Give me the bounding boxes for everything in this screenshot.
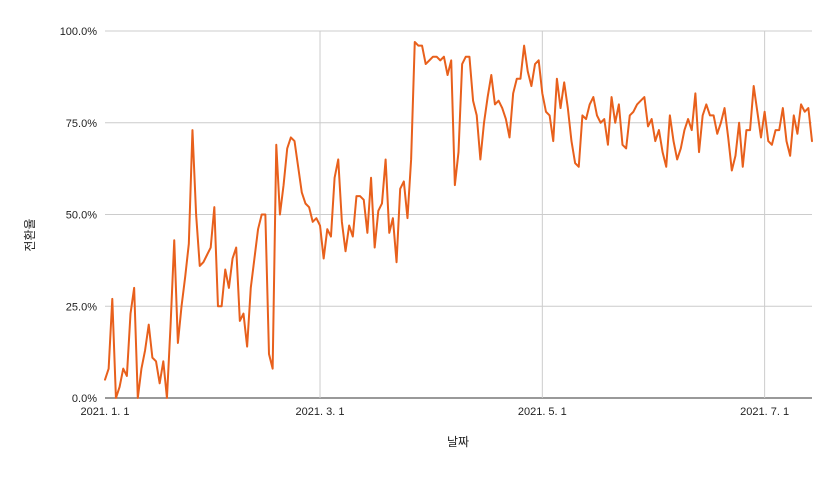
x-tick-label: 2021. 7. 1	[740, 406, 789, 418]
grid-lines	[105, 30, 812, 399]
y-tick-label: 25.0%	[66, 301, 97, 313]
x-tick-label: 2021. 1. 1	[81, 406, 130, 418]
x-axis-ticks: 2021. 1. 1 2021. 3. 1 2021. 5. 1 2021. 7. 1	[81, 406, 790, 418]
x-tick-label: 2021. 5. 1	[518, 406, 567, 418]
y-tick-label: 100.0%	[60, 26, 98, 38]
series-layer	[104, 41, 813, 399]
y-tick-label: 75.0%	[66, 118, 97, 130]
y-axis-title: 전환율	[23, 218, 37, 251]
y-tick-label: 0.0%	[72, 393, 97, 405]
series-line	[104, 41, 813, 399]
y-axis-ticks: 0.0% 25.0% 50.0% 75.0% 100.0%	[60, 26, 98, 405]
x-axis-title: 날짜	[447, 435, 469, 449]
x-tick-label: 2021. 3. 1	[296, 406, 345, 418]
y-tick-label: 50.0%	[66, 210, 97, 222]
